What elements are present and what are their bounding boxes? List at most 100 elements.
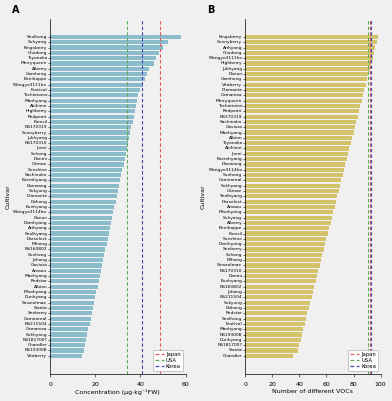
Bar xyxy=(50,40,167,44)
Bar xyxy=(245,146,350,150)
Bar xyxy=(50,130,130,135)
Text: B: B xyxy=(207,5,214,15)
Bar xyxy=(50,67,149,71)
Bar xyxy=(50,269,101,273)
Bar xyxy=(50,354,82,358)
Bar xyxy=(245,61,371,65)
Text: A: A xyxy=(12,5,20,15)
Bar xyxy=(50,274,100,278)
Bar xyxy=(50,301,94,305)
Bar xyxy=(50,77,145,81)
Bar xyxy=(245,269,318,273)
Bar xyxy=(245,205,334,209)
Bar xyxy=(245,237,327,241)
Bar xyxy=(50,295,95,300)
Legend: Japan, USA, Korea: Japan, USA, Korea xyxy=(348,350,378,371)
Bar xyxy=(245,189,339,193)
Bar xyxy=(245,130,354,135)
Bar xyxy=(245,354,292,358)
Bar xyxy=(245,120,356,124)
Bar xyxy=(50,279,99,284)
Bar xyxy=(50,253,104,257)
Bar xyxy=(50,343,85,347)
Bar xyxy=(245,194,337,198)
Bar xyxy=(245,274,317,278)
Bar xyxy=(245,40,377,44)
Bar xyxy=(245,152,348,156)
Bar xyxy=(50,45,163,50)
Bar xyxy=(245,242,325,246)
Bar xyxy=(245,332,302,336)
Bar xyxy=(245,338,301,342)
Bar xyxy=(245,99,362,103)
Bar xyxy=(245,56,372,60)
Bar xyxy=(50,311,92,315)
Bar xyxy=(50,322,90,326)
Bar xyxy=(50,93,138,97)
Bar xyxy=(245,173,343,177)
Bar xyxy=(245,343,299,347)
Bar xyxy=(50,189,118,193)
Bar xyxy=(245,178,341,182)
Bar xyxy=(50,173,121,177)
Bar xyxy=(245,104,360,108)
Y-axis label: Cultivar: Cultivar xyxy=(201,184,205,209)
Bar xyxy=(245,157,347,161)
Bar xyxy=(50,348,84,352)
Bar xyxy=(245,215,332,220)
Bar xyxy=(50,104,136,108)
Bar xyxy=(245,290,313,294)
Bar xyxy=(245,258,321,262)
Bar xyxy=(50,200,116,204)
Bar xyxy=(50,316,91,321)
Bar xyxy=(50,178,120,182)
Bar xyxy=(50,290,96,294)
Bar xyxy=(245,72,368,76)
Bar xyxy=(245,247,324,251)
Bar xyxy=(50,152,126,156)
Bar xyxy=(50,168,122,172)
Bar xyxy=(50,327,89,331)
Bar xyxy=(245,301,310,305)
Bar xyxy=(50,226,110,230)
Bar xyxy=(245,210,333,215)
Bar xyxy=(245,168,344,172)
Bar xyxy=(50,136,129,140)
Bar xyxy=(245,141,351,145)
Legend: Japan, USA, Korea: Japan, USA, Korea xyxy=(153,350,183,371)
Bar xyxy=(245,231,328,236)
Bar xyxy=(245,306,309,310)
Bar xyxy=(245,88,365,92)
Bar xyxy=(50,194,117,198)
Bar xyxy=(245,184,340,188)
Bar xyxy=(50,205,114,209)
Bar xyxy=(50,146,127,150)
Bar xyxy=(245,348,298,352)
Bar xyxy=(50,83,143,87)
Bar xyxy=(245,45,375,50)
Bar xyxy=(50,51,158,55)
Bar xyxy=(245,67,370,71)
Bar xyxy=(50,141,128,145)
Bar xyxy=(50,72,147,76)
Bar xyxy=(50,88,140,92)
Bar xyxy=(50,184,119,188)
Bar xyxy=(50,120,132,124)
X-axis label: Concentration (μg·kg⁻¹FW): Concentration (μg·kg⁻¹FW) xyxy=(76,389,160,395)
Bar xyxy=(245,311,307,315)
Bar xyxy=(50,61,154,65)
Bar xyxy=(245,162,345,166)
Bar xyxy=(50,115,134,119)
Bar xyxy=(245,115,358,119)
Y-axis label: Cultivar: Cultivar xyxy=(5,184,11,209)
Bar xyxy=(245,35,378,39)
Bar xyxy=(50,35,181,39)
Bar xyxy=(245,200,336,204)
Bar xyxy=(50,306,93,310)
Bar xyxy=(50,56,156,60)
Bar xyxy=(245,226,329,230)
X-axis label: Number of different VOCs: Number of different VOCs xyxy=(272,389,353,395)
Bar xyxy=(245,125,355,129)
Bar xyxy=(245,221,330,225)
Bar xyxy=(50,210,113,215)
